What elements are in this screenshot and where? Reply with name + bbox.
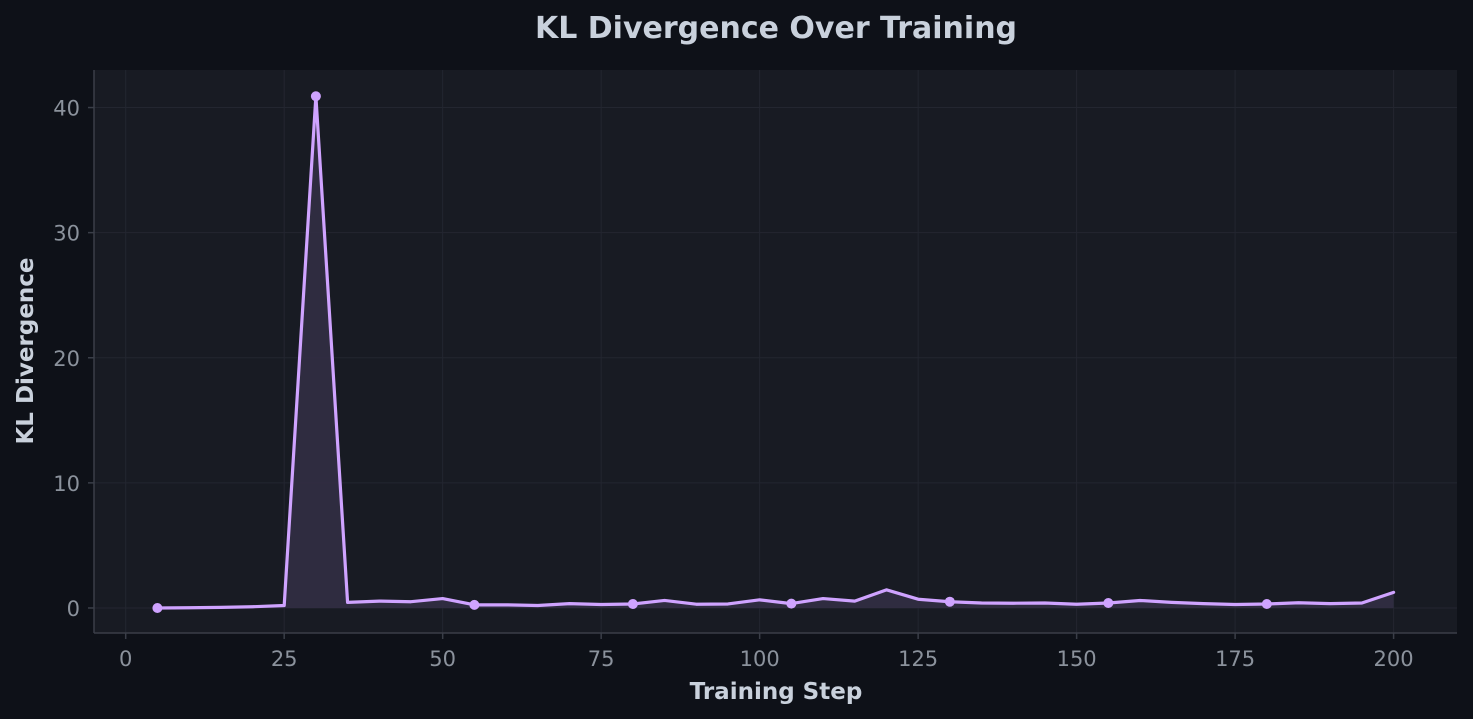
x-tick-label: 50: [429, 647, 456, 671]
data-point-marker: [627, 598, 638, 609]
x-axis-label: Training Step: [690, 679, 863, 705]
data-point-marker: [944, 596, 955, 607]
tick-labels: 0 25 50 75 100 125 150 175 200 0 10 20 30 40: [53, 97, 1413, 671]
x-tick-label: 100: [740, 647, 780, 671]
data-point-marker: [469, 599, 480, 610]
data-point-marker: [1261, 598, 1272, 609]
y-tick-label: 30: [53, 222, 80, 246]
data-point-marker: [1103, 597, 1114, 608]
x-tick-label: 200: [1374, 647, 1414, 671]
chart-title: KL Divergence Over Training: [535, 11, 1017, 46]
x-tick-label: 25: [271, 647, 298, 671]
y-axis-label: KL Divergence: [13, 257, 39, 444]
data-point-marker: [152, 602, 163, 613]
series-line-layer: [155, 94, 1396, 610]
y-tick-label: 20: [53, 347, 80, 371]
markers-layer: [152, 91, 1272, 613]
x-tick-label: 150: [1057, 647, 1097, 671]
data-point-marker: [786, 598, 797, 609]
y-tick-label: 40: [53, 97, 80, 121]
y-tick-label: 10: [53, 472, 80, 496]
x-tick-label: 125: [898, 647, 938, 671]
axes: [88, 70, 1457, 639]
x-tick-label: 0: [119, 647, 132, 671]
series-line: [155, 94, 1396, 610]
y-tick-label: 0: [67, 597, 80, 621]
x-tick-label: 75: [588, 647, 615, 671]
x-tick-label: 175: [1215, 647, 1255, 671]
data-point-marker: [310, 91, 321, 102]
